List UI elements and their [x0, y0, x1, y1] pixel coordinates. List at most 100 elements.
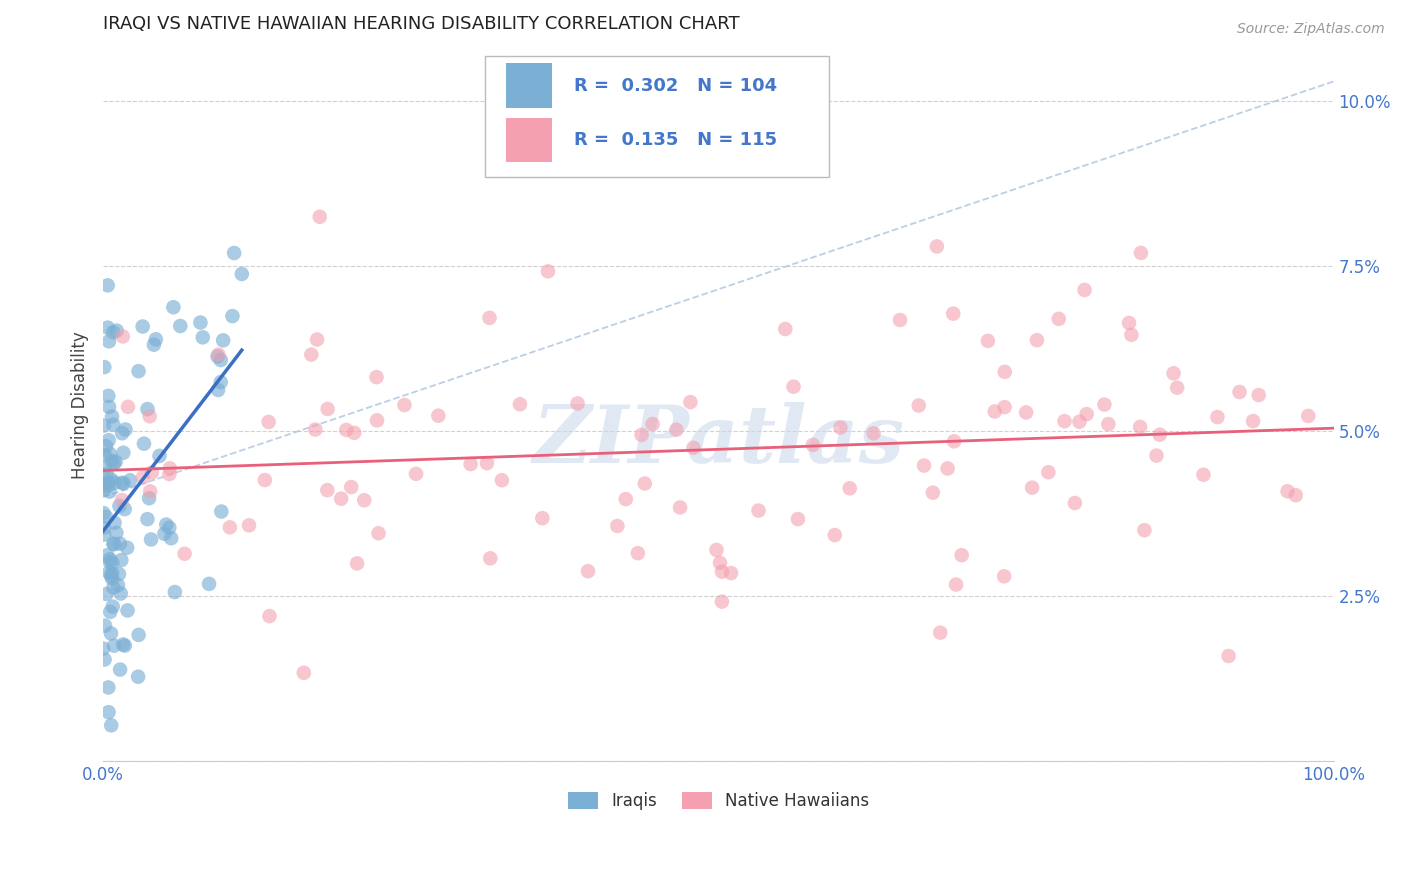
Point: [115, 541, 138, 555]
Point: [101, 599, 124, 614]
Point: [259, 609, 281, 624]
Point: [105, 525, 128, 540]
Point: [98, 484, 121, 499]
Point: [936, 461, 959, 475]
Point: [1277, 484, 1299, 499]
Point: [114, 422, 136, 436]
Point: [209, 375, 232, 389]
Point: [93, 652, 115, 666]
Point: [93, 360, 115, 375]
Point: [139, 533, 162, 547]
Point: [101, 326, 124, 340]
Point: [1069, 415, 1091, 429]
Point: [155, 517, 177, 532]
Point: [231, 267, 253, 281]
Point: [94, 460, 117, 475]
Point: [112, 638, 135, 652]
Point: [366, 413, 388, 427]
Point: [103, 537, 125, 551]
Point: [221, 309, 243, 323]
Point: [346, 557, 368, 571]
Point: [1118, 316, 1140, 330]
Point: [108, 499, 131, 513]
Point: [94, 475, 117, 490]
Point: [509, 397, 531, 411]
Point: [1015, 405, 1038, 419]
Point: [394, 398, 416, 412]
Point: [93, 520, 115, 534]
Point: [567, 396, 589, 410]
Point: [131, 319, 153, 334]
Point: [107, 578, 129, 592]
Point: [132, 470, 155, 484]
Point: [94, 509, 117, 524]
Point: [824, 528, 846, 542]
Point: [141, 466, 163, 480]
Point: [943, 434, 966, 449]
Point: [97, 478, 120, 492]
Point: [101, 566, 124, 580]
Point: [929, 625, 952, 640]
Point: [138, 491, 160, 506]
Point: [103, 516, 125, 530]
Point: [93, 506, 115, 520]
Point: [479, 551, 502, 566]
Point: [105, 324, 128, 338]
Point: [97, 389, 120, 403]
Text: Source: ZipAtlas.com: Source: ZipAtlas.com: [1237, 22, 1385, 37]
Point: [1218, 648, 1240, 663]
Point: [212, 334, 235, 348]
Point: [108, 567, 131, 582]
Point: [366, 370, 388, 384]
Point: [159, 461, 181, 475]
Point: [103, 456, 125, 470]
Point: [993, 400, 1015, 414]
Point: [669, 500, 692, 515]
Point: [720, 566, 742, 580]
Point: [114, 639, 136, 653]
Point: [634, 476, 657, 491]
Point: [925, 239, 948, 253]
Point: [112, 446, 135, 460]
Point: [148, 449, 170, 463]
Point: [96, 587, 118, 601]
Point: [942, 307, 965, 321]
Legend: Iraqis, Native Hawaiians: Iraqis, Native Hawaiians: [561, 785, 876, 817]
Point: [100, 718, 122, 732]
Point: [1149, 427, 1171, 442]
Point: [706, 543, 728, 558]
FancyBboxPatch shape: [506, 63, 553, 108]
Point: [993, 569, 1015, 583]
Point: [103, 417, 125, 432]
Point: [100, 454, 122, 468]
Point: [801, 438, 824, 452]
Point: [108, 537, 131, 551]
Point: [304, 423, 326, 437]
Point: [169, 318, 191, 333]
Point: [103, 581, 125, 595]
Point: [128, 364, 150, 378]
Point: [136, 512, 159, 526]
Point: [104, 455, 127, 469]
Point: [665, 423, 688, 437]
Point: [292, 665, 315, 680]
Point: [614, 492, 637, 507]
Point: [889, 313, 911, 327]
Point: [257, 415, 280, 429]
Point: [1146, 449, 1168, 463]
Point: [101, 409, 124, 424]
Point: [97, 681, 120, 695]
Point: [977, 334, 1000, 348]
FancyBboxPatch shape: [485, 55, 830, 177]
Point: [111, 426, 134, 441]
Point: [98, 552, 121, 566]
Point: [1021, 481, 1043, 495]
Text: IRAQI VS NATIVE HAWAIIAN HEARING DISABILITY CORRELATION CHART: IRAQI VS NATIVE HAWAIIAN HEARING DISABIL…: [103, 15, 740, 33]
Point: [219, 520, 242, 534]
Point: [98, 605, 121, 619]
Point: [224, 246, 246, 260]
Point: [97, 705, 120, 719]
Point: [1285, 488, 1308, 502]
Y-axis label: Hearing Disability: Hearing Disability: [72, 331, 89, 479]
Point: [576, 564, 599, 578]
